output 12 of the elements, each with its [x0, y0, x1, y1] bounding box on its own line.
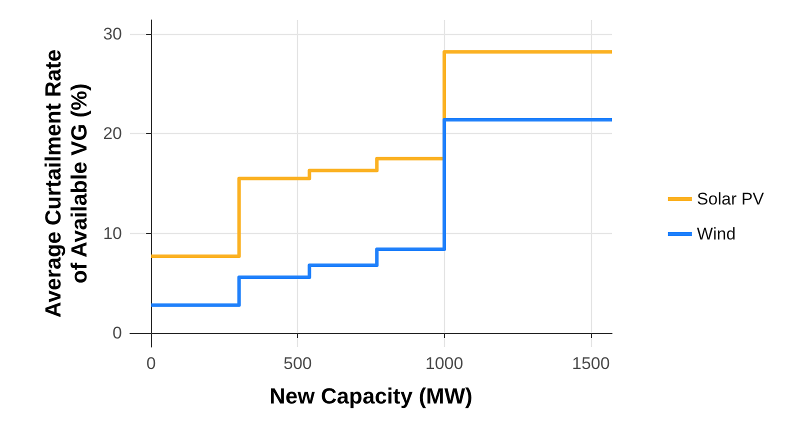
y-tick-label: 0 [112, 324, 122, 343]
x-tick-label: 500 [284, 354, 312, 373]
x-axis-title: New Capacity (MW) [270, 384, 472, 408]
y-axis-title: Average Curtailment Rate of Available VG (%) [40, 49, 92, 318]
x-tick-label: 1000 [425, 354, 464, 373]
y-tick-label: 20 [103, 124, 122, 144]
y-tick-label: 30 [103, 24, 122, 44]
legend-label: Solar PV [696, 190, 765, 208]
x-tick-label: 1500 [572, 354, 610, 373]
legend-label: Wind [696, 224, 736, 244]
y-tick-label: 10 [103, 224, 122, 243]
x-tick-label: 0 [146, 354, 156, 373]
